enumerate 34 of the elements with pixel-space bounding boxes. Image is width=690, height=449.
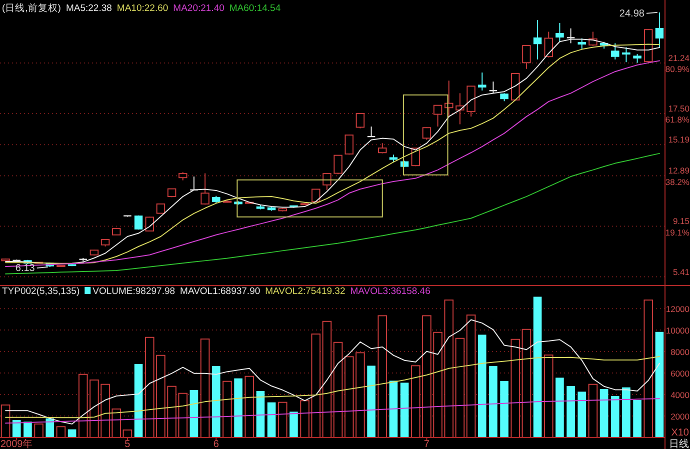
chart-title: (日线,前复权) — [2, 2, 61, 14]
annotation: 6.13 — [15, 263, 36, 274]
y-tick-label: 21.24 — [668, 52, 690, 63]
chart-title: TYP002(5,35,135) — [2, 286, 80, 297]
text: MA5:22.38 — [66, 3, 112, 14]
x-tick-label: 5 — [124, 439, 131, 449]
y-tick-label: 15.19 — [668, 134, 690, 145]
y-tick-label: 12000 — [666, 304, 690, 314]
text: MA60:14.54 — [229, 3, 281, 14]
text: MA10:22.60 — [116, 3, 168, 14]
y-tick-label: 9.15 — [672, 216, 690, 226]
y2-tick-label: 19.1% — [665, 227, 690, 238]
text: X10 — [671, 428, 690, 438]
y-tick-label: 6000 — [670, 368, 690, 379]
y2-tick-label: 61.8% — [665, 114, 690, 124]
text: MAVOL1:68937.90 — [180, 286, 260, 297]
x-tick-label: 7 — [424, 439, 430, 449]
annotation: 24.98 — [619, 8, 645, 20]
y-tick-label: 2000 — [670, 412, 690, 422]
y2-tick-label: 80.9% — [665, 64, 690, 74]
y2-tick-label: 38.2% — [665, 176, 690, 187]
y-tick-label: 12.89 — [668, 166, 690, 176]
x-tick-label: 6 — [213, 439, 220, 449]
x-tick-label: 2009年 — [0, 438, 33, 449]
y-tick-label: 10000 — [666, 326, 690, 336]
y-tick-label: 5.41 — [672, 266, 690, 277]
text: MA20:21.40 — [173, 3, 224, 14]
text: MAVOL2:75419.32 — [265, 286, 346, 297]
y-tick-label: 17.50 — [668, 103, 690, 114]
text: 日线 — [669, 438, 689, 449]
legend-label: VOLUME:98297.98 — [92, 286, 176, 297]
y-tick-label: 4000 — [670, 390, 690, 400]
y-tick-label: 8000 — [670, 347, 690, 358]
text: MAVOL3:36158.46 — [350, 286, 430, 297]
